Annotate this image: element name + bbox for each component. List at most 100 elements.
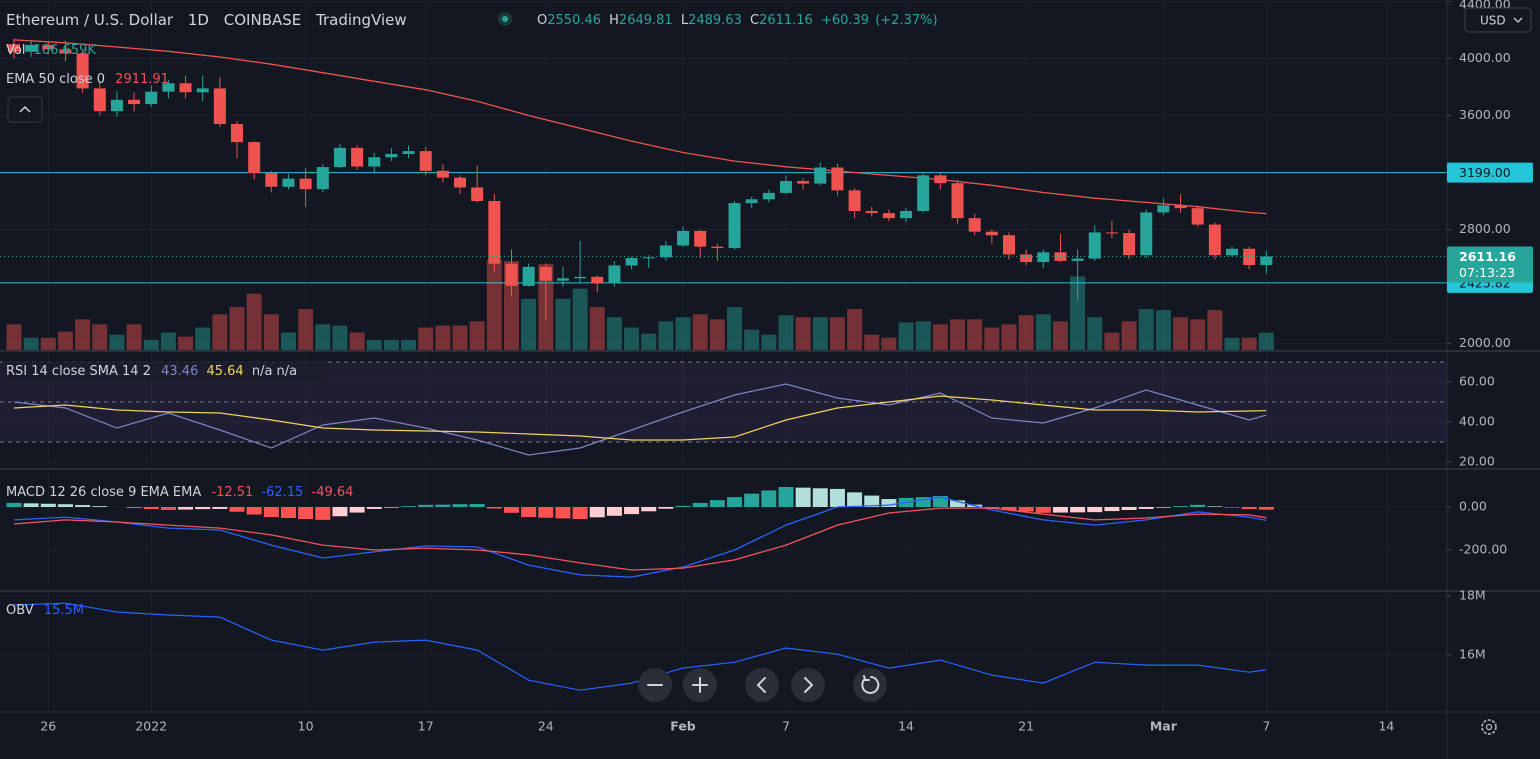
y-tick-label: 4000.00 (1459, 50, 1511, 65)
candle-body (436, 170, 449, 178)
macd-histogram-bar (75, 505, 91, 507)
countdown: 07:13:23 (1459, 265, 1515, 280)
candle-body (128, 99, 141, 105)
settings-button[interactable] (1481, 719, 1497, 735)
volume-bar (401, 339, 417, 350)
volume-bar (1052, 321, 1068, 350)
candle-body (900, 210, 913, 219)
button-bg[interactable] (853, 668, 887, 702)
market-status-dot (502, 16, 508, 22)
candle-body (316, 167, 329, 190)
legend-key: O (537, 13, 547, 28)
y-tick-label: 4400.00 (1459, 0, 1511, 12)
candle-body (1226, 248, 1239, 256)
candle-body (522, 266, 535, 286)
reset-button[interactable] (853, 668, 887, 702)
candle-body (985, 231, 998, 236)
candle-body (454, 177, 467, 188)
collapse-button[interactable] (7, 96, 43, 123)
legend-change-percent: (+2.37%) (875, 13, 937, 28)
volume-bar (1001, 324, 1017, 350)
macd-histogram-bar (1173, 506, 1189, 507)
candle-body (368, 157, 381, 167)
last-price-badge (1447, 246, 1533, 283)
currency: USD (1480, 14, 1506, 28)
ema-legend: EMA 50 close 0 2911.91 (6, 72, 169, 87)
candle-body (110, 99, 123, 112)
volume-bar (1087, 317, 1103, 350)
x-tick-label: 2022 (135, 719, 167, 734)
volume-bar (92, 324, 108, 350)
macd-histogram-bar (761, 490, 777, 507)
obv-title: OBV (6, 603, 34, 618)
zoom-out-button[interactable] (638, 668, 672, 702)
exchange: COINBASE (224, 11, 301, 29)
macd-histogram-bar (641, 506, 657, 512)
candle-body (591, 276, 604, 284)
candle-body (677, 230, 690, 246)
x-tick-label: Feb (670, 719, 696, 734)
gear-icon[interactable] (1481, 719, 1497, 735)
macd-histogram-bar (452, 504, 468, 507)
legend-key: H (609, 13, 619, 28)
macd-histogram-bar (160, 506, 176, 510)
candle-body (1157, 205, 1170, 213)
candle-body (951, 183, 964, 219)
button-bg[interactable] (745, 668, 779, 702)
volume-value: 106.659K (34, 43, 97, 58)
y-tick-label: 3600.00 (1459, 107, 1511, 122)
left-icon (757, 677, 766, 693)
ema-name: EMA 50 close 0 (6, 72, 105, 87)
currency-box[interactable] (1464, 7, 1532, 33)
candle-body (1037, 252, 1050, 263)
volume-bar (349, 332, 365, 350)
x-tick-label: 14 (898, 719, 914, 734)
candle-body (505, 263, 518, 286)
volume-bar (881, 337, 897, 350)
volume-bar (864, 334, 880, 350)
macd-histogram-bar (126, 506, 142, 509)
macd-histogram-bar (195, 506, 211, 510)
volume-bar (950, 319, 966, 350)
button-bg[interactable] (791, 668, 825, 702)
candle-body (1243, 248, 1256, 266)
macd-histogram-bar (263, 506, 279, 518)
obv-value: 15.5M (44, 603, 84, 618)
macd-histogram-bar (246, 506, 262, 515)
plus-icon (692, 677, 708, 693)
macd-histogram-bar (469, 503, 485, 507)
candle-body (608, 265, 621, 284)
volume-bar (898, 322, 914, 350)
y-tick-label: 40.00 (1459, 414, 1495, 429)
volume-bar (847, 309, 863, 350)
macd-histogram-bar (624, 506, 640, 515)
volume-bar (812, 317, 828, 350)
ema-line (13, 39, 1267, 215)
volume-bar (452, 325, 468, 350)
candle-body (968, 218, 981, 232)
candle-body (1071, 258, 1084, 261)
volume-bar (383, 339, 399, 350)
volume-bar (1070, 276, 1086, 350)
x-tick-label: 26 (40, 719, 56, 734)
macd-histogram-bar (727, 497, 743, 507)
macd-histogram-bar (1001, 506, 1017, 511)
volume-bar (229, 307, 245, 350)
collapse-box[interactable] (7, 96, 43, 123)
macd-value: -62.15 (261, 485, 303, 500)
candle-body (299, 178, 312, 190)
macd-histogram-bar (795, 487, 811, 507)
macd-histogram-bar (178, 506, 194, 510)
candle-body (831, 167, 844, 191)
candle-body (196, 88, 209, 93)
scroll-right-button[interactable] (791, 668, 825, 702)
source: TradingView (315, 11, 407, 29)
currency-selector[interactable]: USD (1464, 7, 1532, 33)
rsi-trailing: n/a n/a (252, 364, 297, 379)
zoom-in-button[interactable] (683, 668, 717, 702)
price-badge-label: 3199.00 (1459, 165, 1511, 180)
volume-bar (418, 327, 434, 350)
macd-histogram-bar (864, 495, 880, 507)
scroll-left-button[interactable] (745, 668, 779, 702)
legend-close: 2611.16 (759, 13, 813, 28)
